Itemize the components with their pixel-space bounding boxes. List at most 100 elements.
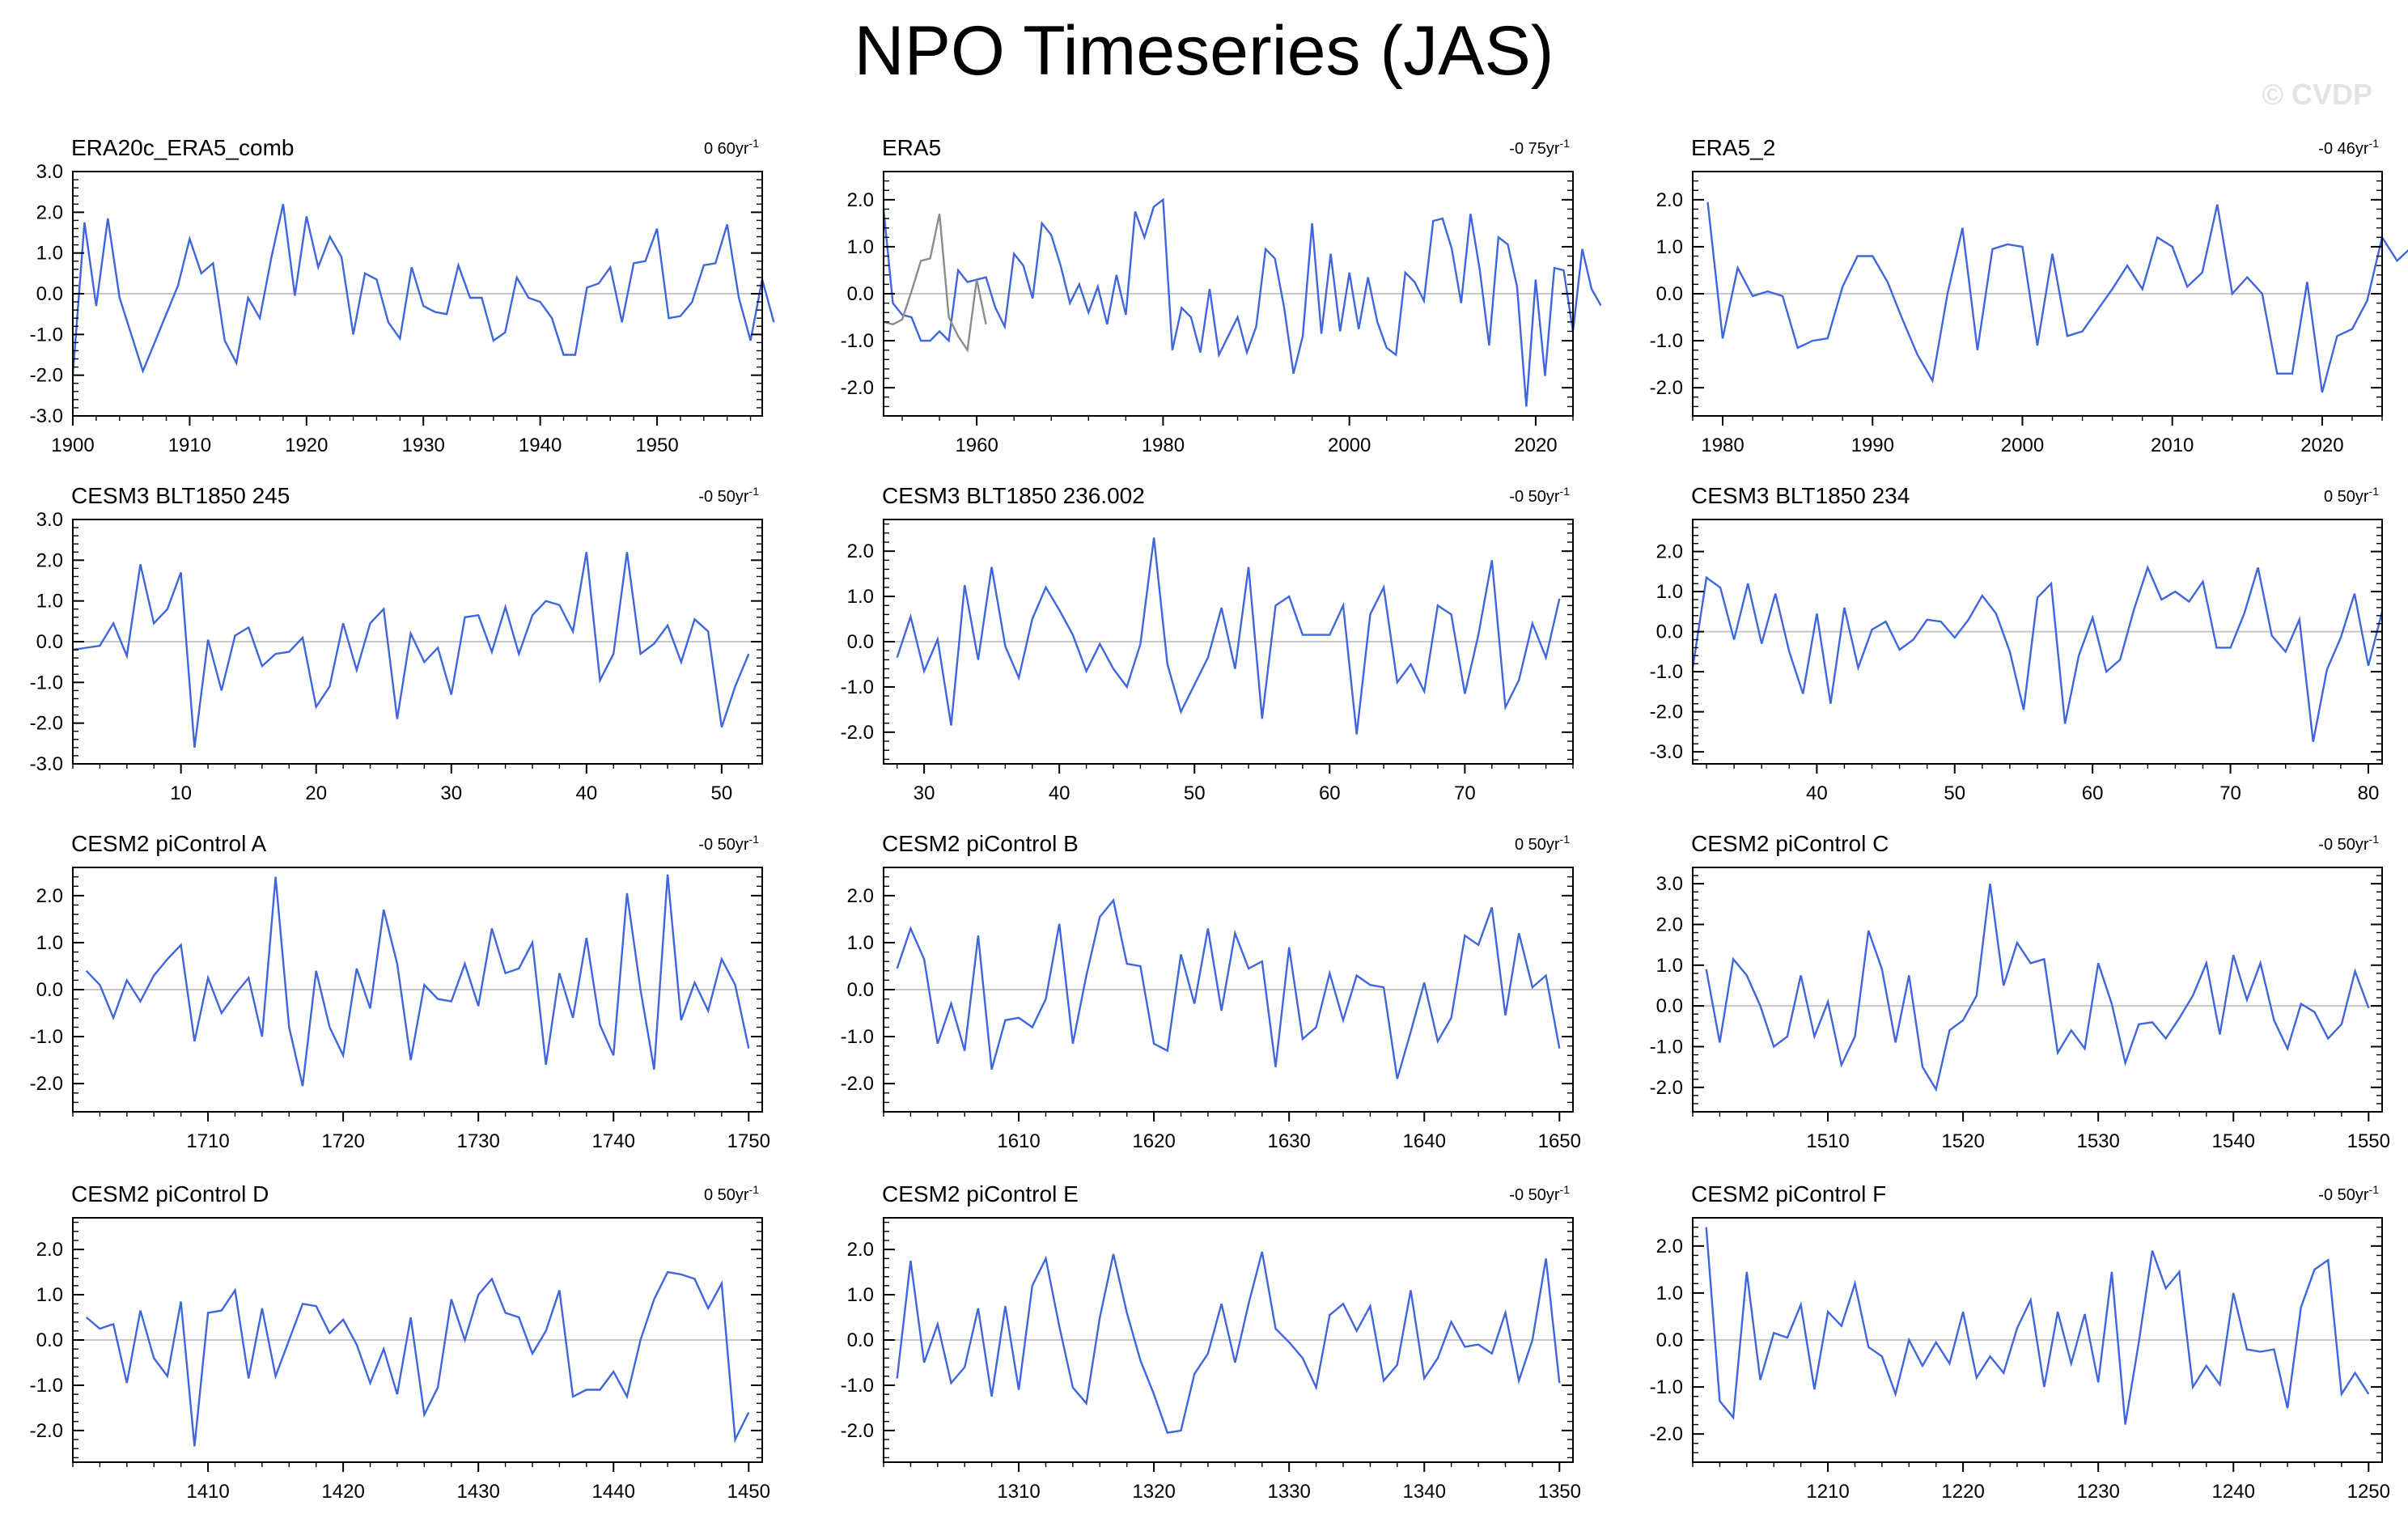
y-tick-label: 2.0 [36,885,63,907]
y-tick-label: -3.0 [30,405,63,427]
y-tick-label: -2.0 [30,713,63,735]
chart-panel: -2.0 -1.0 0.0 1.0 2.0 3.0 1510 1520 1530 1540 1550… [1650,831,2390,1152]
npo-series-line [1705,1227,2370,1425]
x-tick-label: 1980 [1701,435,1744,456]
y-tick-label: 1.0 [36,243,63,265]
x-tick-label: 50 [711,782,733,804]
x-tick-label: 80 [2358,782,2380,804]
x-tick-label: 1340 [1403,1481,1446,1503]
y-tick-label: -2.0 [30,1073,63,1095]
trend-label: 0 50yr-1 [1515,833,1570,854]
y-tick-label: -1.0 [841,1026,874,1048]
x-tick-label: 1420 [321,1481,364,1503]
x-tick-label: 1900 [51,435,94,456]
y-tick-label: -1.0 [1650,330,1683,352]
x-tick-label: 1930 [402,435,445,456]
x-tick-label: 1980 [1142,435,1185,456]
npo-series-line [896,537,1561,735]
x-tick-label: 2020 [1514,435,1557,456]
panel-title: ERA5_2 [1691,135,1775,160]
x-tick-label: 10 [170,782,192,804]
panel-title: CESM3 BLT1850 245 [71,483,290,508]
x-tick-label: 1220 [1941,1481,1984,1503]
y-tick-label: 0.0 [36,631,63,653]
x-tick-label: 1730 [456,1130,499,1152]
x-tick-label: 70 [2219,782,2241,804]
x-tick-label: 1440 [592,1481,635,1503]
x-tick-label: 1710 [186,1130,229,1152]
y-tick-label: -1.0 [30,1026,63,1048]
x-tick-label: 1240 [2212,1481,2255,1503]
y-tick-label: -2.0 [1650,377,1683,399]
trend-label: 0 50yr-1 [704,1183,759,1204]
y-tick-label: 1.0 [847,1284,874,1306]
x-tick-label: 40 [575,782,597,804]
x-tick-label: 1350 [1538,1481,1581,1503]
chart-panel: -2.0 -1.0 0.0 1.0 2.0 1960 1980 2000 2020 ERA5 -0 … [841,135,1602,456]
y-tick-label: -1.0 [1650,1376,1683,1398]
x-tick-label: 1720 [321,1130,364,1152]
y-tick-label: 1.0 [36,1284,63,1306]
x-tick-label: 1940 [519,435,562,456]
x-tick-label: 20 [305,782,327,804]
x-tick-label: 2000 [2001,435,2044,456]
npo-series-line [72,552,750,748]
y-tick-label: 0.0 [1656,283,1683,305]
x-tick-label: 1550 [2347,1130,2390,1152]
x-tick-label: 2010 [2151,435,2194,456]
panel-title: CESM2 piControl F [1691,1181,1886,1206]
x-tick-label: 1450 [727,1481,770,1503]
npo-series-line [85,1270,750,1447]
y-tick-label: -2.0 [30,1420,63,1442]
npo-series-line [1705,883,2370,1092]
y-tick-label: 2.0 [1656,1236,1683,1257]
x-tick-label: 1210 [1806,1481,1849,1503]
y-tick-label: -3.0 [30,753,63,775]
y-tick-label: -1.0 [30,1375,63,1397]
y-tick-label: -2.0 [841,1073,874,1095]
npo-series-line [1691,565,2384,743]
x-tick-label: 1530 [2076,1130,2119,1152]
y-tick-label: -1.0 [841,676,874,698]
y-tick-label: -1.0 [841,330,874,352]
panel-title: CESM2 piControl B [882,831,1079,856]
y-tick-label: 1.0 [847,236,874,258]
x-tick-label: 1410 [186,1481,229,1503]
x-tick-label: 2020 [2300,435,2343,456]
x-tick-label: 1250 [2347,1481,2390,1503]
plot-frame [1692,519,2383,765]
chart-panel: -2.0 -1.0 0.0 1.0 2.0 1710 1720 1730 1740 1750 CES… [30,831,770,1152]
panel-title: CESM2 piControl D [71,1181,269,1206]
x-tick-label: 1520 [1941,1130,1984,1152]
y-tick-label: -2.0 [1650,702,1683,723]
x-tick-label: 60 [2082,782,2104,804]
y-tick-label: 2.0 [847,1239,874,1261]
y-tick-label: -2.0 [1650,1423,1683,1445]
y-tick-label: -2.0 [841,1420,874,1442]
trend-label: 0 60yr-1 [704,137,759,158]
x-tick-label: 1990 [1851,435,1894,456]
x-tick-label: 1430 [456,1481,499,1503]
x-tick-label: 1320 [1132,1481,1175,1503]
npo-series-line [1706,201,2408,393]
y-tick-label: -2.0 [30,365,63,387]
plot-frame [1692,867,2383,1113]
panel-title: ERA20c_ERA5_comb [71,135,294,160]
y-tick-label: 1.0 [36,932,63,954]
y-tick-label: 2.0 [847,885,874,907]
y-tick-label: 3.0 [36,161,63,183]
x-tick-label: 1650 [1538,1130,1581,1152]
panel-title: CESM2 piControl A [71,831,267,856]
y-tick-label: 1.0 [847,586,874,608]
x-tick-label: 1610 [997,1130,1040,1152]
y-tick-label: 2.0 [36,1239,63,1261]
y-tick-label: 2.0 [1656,189,1683,211]
figure-title: NPO Timeseries (JAS) [854,12,1554,90]
trend-label: -0 50yr-1 [1509,485,1570,506]
chart-panel: -2.0 -1.0 0.0 1.0 2.0 30 40 50 60 70 CESM3 BLT1850… [841,483,1574,804]
x-tick-label: 1330 [1267,1481,1310,1503]
y-tick-label: -1.0 [1650,661,1683,683]
y-tick-label: 3.0 [1656,873,1683,895]
y-tick-label: 0.0 [1656,995,1683,1017]
x-tick-label: 40 [1049,782,1070,804]
